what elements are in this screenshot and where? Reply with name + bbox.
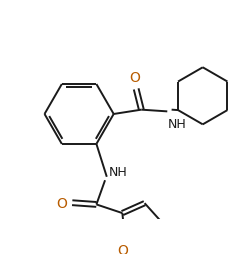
Text: O: O: [56, 196, 67, 210]
Text: NH: NH: [168, 118, 187, 131]
Text: O: O: [129, 70, 140, 84]
Text: O: O: [117, 243, 128, 254]
Text: NH: NH: [109, 165, 127, 178]
